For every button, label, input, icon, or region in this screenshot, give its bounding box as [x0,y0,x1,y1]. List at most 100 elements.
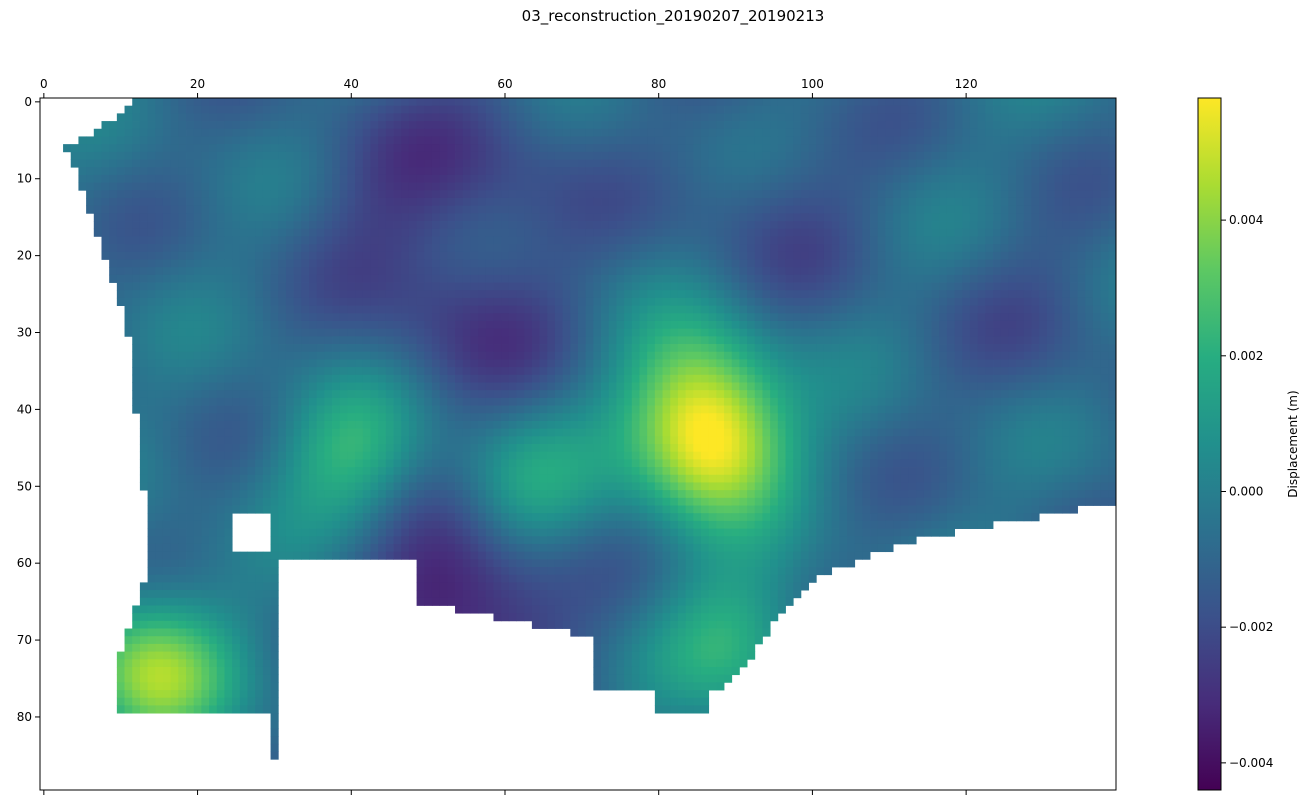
heatmap-cell [370,328,379,337]
heatmap-cell [216,128,225,137]
heatmap-cell [1008,251,1017,260]
heatmap-cell [293,144,302,153]
heatmap-cell [893,105,902,114]
heatmap-cell [493,282,502,291]
heatmap-cell [946,159,955,168]
heatmap-cell [1054,305,1063,314]
heatmap-cell [770,313,779,322]
heatmap-cell [362,136,371,145]
heatmap-cell [493,382,502,391]
heatmap-cell [193,374,202,383]
heatmap-cell [862,113,871,122]
heatmap-cell [293,328,302,337]
heatmap-cell [570,213,579,222]
heatmap-cell [478,382,487,391]
heatmap-cell [209,197,218,207]
heatmap-cell [239,367,248,376]
heatmap-cell [370,190,379,199]
heatmap-cell [516,128,525,137]
heatmap-cell [262,328,271,337]
heatmap-cell [639,305,648,314]
heatmap-cell [232,174,241,183]
heatmap-cell [385,320,394,330]
heatmap-cell [470,190,479,199]
heatmap-cell [347,251,356,260]
heatmap-cell [301,182,310,191]
heatmap-cell [170,359,179,368]
heatmap-cell [677,305,686,314]
heatmap-cell [608,213,617,222]
heatmap-cell [670,290,679,299]
heatmap-cell [654,159,663,168]
heatmap-cell [1016,221,1025,230]
heatmap-cell [393,267,402,276]
heatmap-cell [670,113,679,122]
heatmap-cell [232,382,241,391]
heatmap-cell [178,305,187,314]
heatmap-cell [1016,159,1025,168]
heatmap-cell [877,320,886,330]
heatmap-cell [616,197,625,207]
heatmap-cell [232,136,241,145]
heatmap-cell [762,351,771,360]
heatmap-cell [724,290,733,299]
heatmap-cell [608,382,617,391]
heatmap-cell [124,259,133,268]
heatmap-cell [1092,105,1102,114]
heatmap-cell [1046,228,1055,237]
heatmap-cell [839,174,848,183]
heatmap-cell [893,282,902,291]
heatmap-cell [285,228,295,237]
heatmap-cell [447,382,456,391]
heatmap-cell [232,313,241,322]
heatmap-cell [1000,121,1009,130]
heatmap-cell [939,305,948,314]
heatmap-cell [147,221,156,230]
heatmap-cell [1031,228,1040,237]
heatmap-cell [162,128,172,137]
heatmap-cell [170,336,179,345]
heatmap-cell [570,320,579,330]
heatmap-cell [470,128,479,137]
heatmap-cell [670,167,679,176]
heatmap-cell [524,267,533,276]
heatmap-cell [93,128,102,137]
heatmap-cell [554,359,564,368]
heatmap-cell [1069,297,1078,306]
heatmap-cell [247,159,256,168]
heatmap-cell [1000,174,1009,183]
heatmap-cell [639,182,648,191]
heatmap-cell [139,205,148,214]
heatmap-cell [900,144,909,153]
heatmap-cell [747,305,756,314]
heatmap-cell [147,159,156,168]
heatmap-cell [262,174,271,183]
heatmap-cell [1023,344,1032,353]
heatmap-cell [347,144,356,153]
heatmap-cell [201,128,210,137]
heatmap-cell [670,313,679,322]
heatmap-cell [1031,320,1040,330]
heatmap-cell [885,259,894,268]
heatmap-cell [508,336,517,345]
heatmap-cell [923,151,932,160]
heatmap-cell [585,151,594,160]
heatmap-cell [262,228,271,237]
heatmap-cell [839,297,848,306]
heatmap-cell [885,159,894,168]
heatmap-cell [401,221,410,230]
heatmap-cell [724,197,733,207]
heatmap-cell [677,221,686,230]
heatmap-cell [578,205,587,214]
heatmap-cell [201,98,210,107]
heatmap-cell [424,344,433,353]
heatmap-cell [731,151,740,160]
heatmap-cell [132,228,141,237]
heatmap-cell [593,259,602,268]
heatmap-cell [524,98,533,107]
heatmap-cell [447,274,456,283]
heatmap-cell [1069,344,1078,353]
heatmap-cell [916,128,925,137]
heatmap-cell [1000,128,1009,137]
heatmap-cell [462,144,471,153]
